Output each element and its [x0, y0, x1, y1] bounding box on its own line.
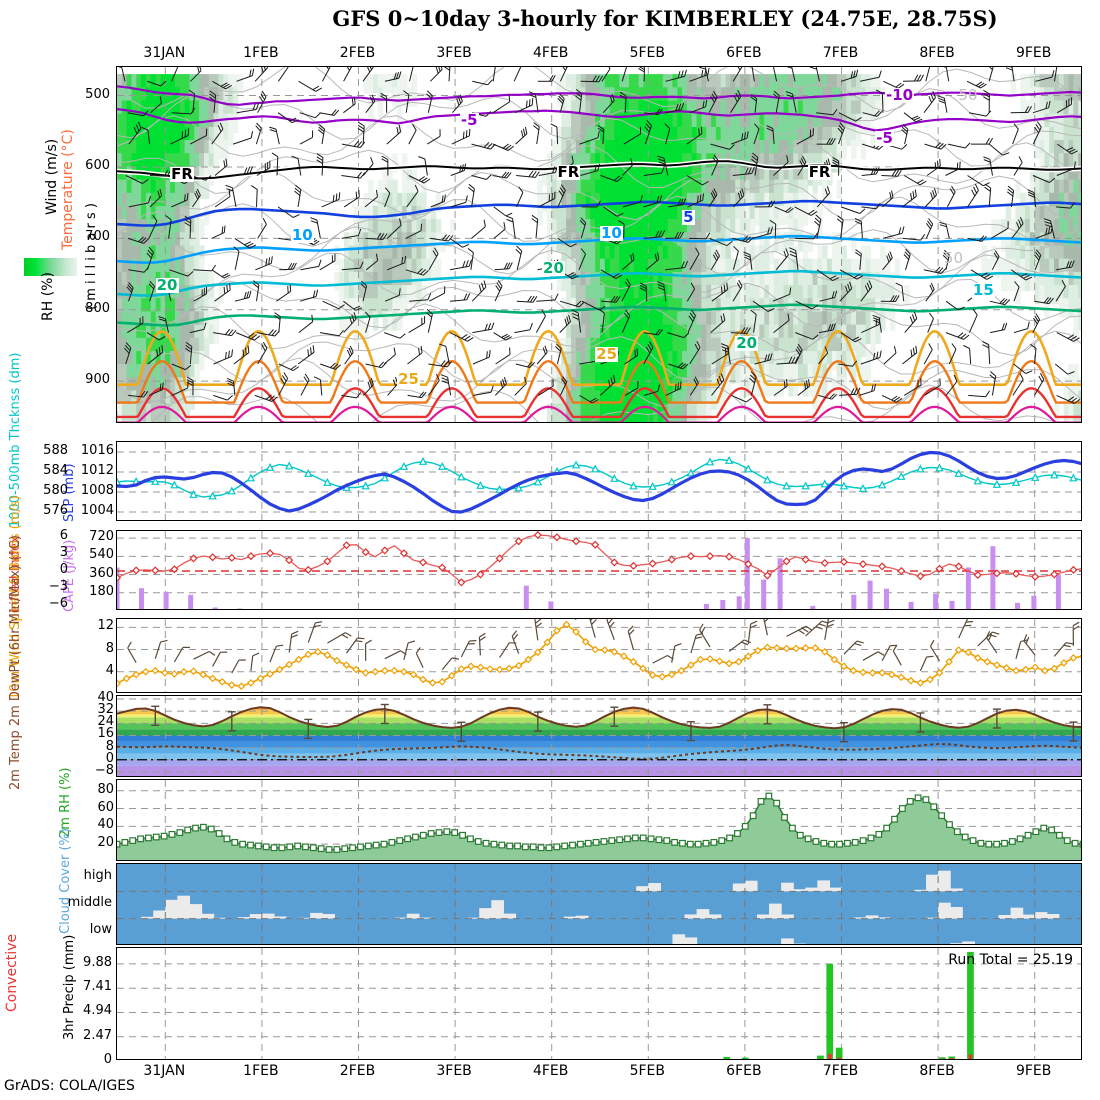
contour-label-4: FR: [556, 163, 581, 182]
contour-label-7: 10: [290, 225, 314, 244]
y-tick-576: 576: [43, 503, 68, 518]
grads-credit: GrADS: COLA/IGES: [4, 1078, 135, 1094]
upper-wind-legend: Wind (m/s): [44, 138, 60, 215]
y-tick-700: 700: [85, 229, 110, 245]
contour-label-1: -5: [459, 111, 479, 130]
contour-label-10: 20: [155, 275, 179, 294]
contour-label-6: 5: [682, 207, 695, 226]
contour-label-12: 20: [735, 334, 759, 353]
upper-rh-legend: RH (%): [40, 272, 56, 321]
date-label-7feb: 7FEB: [822, 1063, 859, 1079]
date-label-9feb: 9FEB: [1015, 1063, 1052, 1079]
y-tick-180: 180: [89, 583, 114, 599]
contour-label-15: 50: [943, 248, 964, 267]
cloud-cover-panel: [116, 863, 1082, 945]
y-tick-20: 20: [97, 835, 114, 851]
y-tick-1016: 1016: [80, 443, 114, 458]
cloud-row-high: high: [83, 867, 112, 883]
y-tick-540: 540: [89, 547, 114, 563]
rh-2m-panel: [116, 779, 1082, 861]
y-tick-584: 584: [43, 463, 68, 478]
cloud-row-low: low: [89, 922, 112, 938]
y-tick-4: 4: [105, 662, 114, 678]
y-tick-7-41: 7.41: [83, 979, 112, 995]
y-tick-−3: −3: [48, 579, 68, 595]
precip-convective-legend: Convective: [4, 933, 20, 1012]
y-tick-500: 500: [85, 86, 110, 102]
date-label-8feb: 8FEB: [919, 45, 955, 61]
upper-ylabel: ( m i l l i b a r s ): [84, 203, 99, 310]
contour-label-9: 15: [971, 280, 995, 299]
y-tick-0: 0: [105, 750, 114, 766]
cloud-row-middle: middle: [67, 895, 112, 910]
contour-label-13: 25: [397, 370, 420, 389]
date-label-5feb: 5FEB: [629, 45, 665, 61]
date-label-4feb: 4FEB: [532, 1063, 569, 1079]
y-tick-12: 12: [97, 618, 114, 634]
contour-label-5: FR: [807, 163, 832, 182]
y-tick-580: 580: [43, 483, 68, 498]
contour-label-8: 10: [600, 223, 623, 242]
date-label-1feb: 1FEB: [243, 45, 279, 61]
date-label-3feb: 3FEB: [436, 45, 472, 61]
contour-label-11: 20: [542, 259, 565, 278]
date-label-6feb: 6FEB: [726, 1063, 762, 1079]
contour-label-14: 25: [595, 345, 619, 364]
y-tick-0: 0: [103, 1052, 112, 1067]
date-label-7feb: 7FEB: [822, 45, 859, 61]
contour-label-16: 50: [958, 86, 978, 105]
y-tick-8: 8: [105, 640, 114, 656]
temp-dewpt-legend: 2m Temp 2m DewPt (6hr Min/Max) (°C): [8, 535, 23, 790]
contour-label-2: -5: [875, 129, 894, 148]
temp-dewpt-panel: [116, 695, 1082, 777]
upper-rh-legend-box: RH (%): [24, 258, 77, 321]
y-tick-4-94: 4.94: [83, 1003, 112, 1019]
date-label-5feb: 5FEB: [629, 1063, 665, 1079]
date-label-31jan: 31JAN: [143, 1063, 186, 1079]
date-label-31jan: 31JAN: [143, 45, 186, 61]
y-tick-1008: 1008: [80, 483, 114, 498]
y-tick-80: 80: [97, 781, 114, 797]
run-total-label: Run Total = 25.19: [948, 952, 1073, 968]
y-tick-9-88: 9.88: [83, 954, 112, 970]
y-tick-8: 8: [105, 738, 114, 754]
upper-air-panel: -10 -5 -5 FR FR FR 5 10 10 15 20 20 20 25 25 50 50: [116, 66, 1082, 423]
y-tick-40: 40: [97, 817, 114, 833]
y-tick-−6: −6: [48, 596, 68, 612]
y-tick-1012: 1012: [80, 463, 114, 478]
y-tick-0: 0: [59, 562, 68, 577]
y-tick-32: 32: [97, 702, 114, 718]
contour-label-0: -10: [884, 86, 915, 105]
page-title-text: GFS 0~10day 3-hourly for KIMBERLEY (24.7…: [332, 6, 998, 31]
date-label-2feb: 2FEB: [339, 45, 376, 61]
y-tick-16: 16: [97, 726, 114, 742]
y-tick-−8: −8: [94, 762, 114, 778]
y-tick-588: 588: [43, 443, 68, 458]
slp-thickness-panel: [116, 441, 1082, 521]
date-label-2feb: 2FEB: [339, 1063, 376, 1079]
y-tick-6: 6: [59, 527, 68, 543]
contour-label-3: FR: [170, 164, 194, 183]
date-label-3feb: 3FEB: [436, 1063, 472, 1079]
date-label-6feb: 6FEB: [726, 45, 762, 61]
y-tick-900: 900: [85, 372, 110, 388]
y-tick-720: 720: [89, 529, 114, 545]
date-label-1feb: 1FEB: [243, 1063, 279, 1079]
y-tick-3: 3: [59, 544, 68, 560]
date-label-9feb: 9FEB: [1015, 45, 1052, 61]
y-tick-600: 600: [85, 157, 110, 173]
wind-speed-panel: [116, 618, 1082, 693]
page-title: GFS 0~10day 3-hourly for KIMBERLEY (24.7…: [0, 6, 1100, 31]
date-label-4feb: 4FEB: [532, 45, 569, 61]
y-tick-60: 60: [97, 799, 114, 815]
date-label-8feb: 8FEB: [919, 1063, 955, 1079]
y-tick-40: 40: [97, 690, 114, 706]
y-tick-1004: 1004: [80, 503, 114, 518]
y-tick-24: 24: [97, 714, 114, 730]
y-tick-2-47: 2.47: [83, 1027, 112, 1043]
cape-lifted-index-panel: [116, 530, 1082, 610]
y-tick-360: 360: [89, 565, 114, 581]
y-tick-800: 800: [85, 300, 110, 316]
precip-panel: Run Total = 25.19: [116, 947, 1082, 1060]
